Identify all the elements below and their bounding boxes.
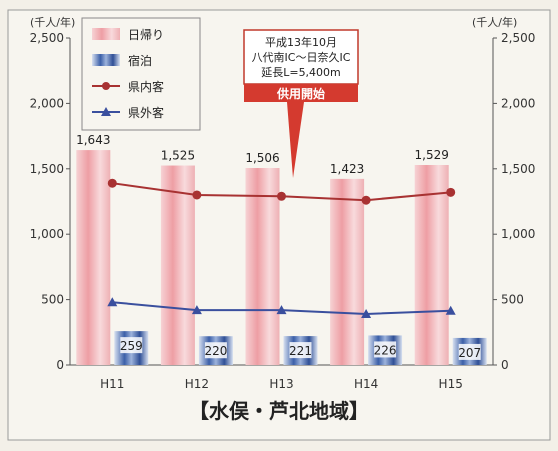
y-tick-label-left: 0 bbox=[56, 358, 64, 372]
y-tick-label-left: 1,500 bbox=[30, 162, 64, 176]
y-tick-label-right: 2,000 bbox=[501, 96, 535, 110]
point-in-prefecture bbox=[361, 195, 371, 205]
point-out-prefecture bbox=[445, 305, 456, 315]
y-tick-label-right: 0 bbox=[501, 358, 509, 372]
bar-day-trip-label: 1,529 bbox=[415, 148, 449, 162]
bars-day-trip: 1,643 1,525 1,506 1,423 1,529 bbox=[76, 133, 449, 365]
legend-label-out-prefecture: 県外客 bbox=[128, 105, 164, 120]
chart-caption: 【水俣・芦北地域】 bbox=[189, 399, 369, 423]
x-tick-label: H12 bbox=[185, 377, 209, 391]
point-out-prefecture bbox=[191, 305, 202, 315]
callout-line-2: 八代南IC～日奈久IC bbox=[252, 50, 351, 64]
bar-day-trip bbox=[160, 165, 195, 365]
point-out-prefecture bbox=[107, 297, 118, 307]
bar-overnight-label: 226 bbox=[374, 343, 397, 357]
bar-day-trip bbox=[414, 165, 449, 365]
y-ticks-right: 0 500 1,000 1,500 2,000 2,500 bbox=[493, 31, 535, 372]
legend-label-overnight: 宿泊 bbox=[128, 53, 152, 68]
legend-marker-in-prefecture bbox=[102, 82, 110, 90]
bar-overnight-label-bg bbox=[120, 337, 143, 354]
y-tick-label-right: 1,500 bbox=[501, 162, 535, 176]
bar-overnight-label-bg bbox=[458, 343, 481, 360]
bar-overnight-label: 207 bbox=[458, 346, 481, 360]
bar-overnight-label-bg bbox=[204, 342, 227, 359]
point-out-prefecture bbox=[276, 305, 287, 315]
callout-banner-label: 供用開始 bbox=[276, 86, 325, 101]
bar-day-trip-label: 1,525 bbox=[161, 149, 195, 163]
x-tick-label: H11 bbox=[100, 377, 124, 391]
point-in-prefecture bbox=[192, 190, 202, 200]
y-tick-label-right: 1,000 bbox=[501, 227, 535, 241]
y-unit-right: (千人/年) bbox=[472, 15, 517, 29]
y-tick-label-right: 2,500 bbox=[501, 31, 535, 45]
bar-overnight-label-bg bbox=[289, 342, 312, 359]
bar-day-trip-label: 1,423 bbox=[330, 162, 364, 176]
bar-day-trip bbox=[245, 168, 280, 365]
point-in-prefecture bbox=[277, 191, 286, 201]
y-tick-label-left: 1,000 bbox=[30, 227, 64, 241]
x-tick-label: H15 bbox=[439, 377, 463, 391]
bar-day-trip bbox=[330, 178, 365, 365]
y-unit-left: (千人/年) bbox=[30, 15, 75, 29]
bar-day-trip-label: 1,506 bbox=[245, 151, 279, 165]
x-tick-label: H14 bbox=[354, 377, 378, 391]
point-out-prefecture bbox=[361, 308, 372, 318]
x-tick-labels: H11 H12 H13 H14 H15 bbox=[100, 377, 463, 391]
y-tick-label-right: 500 bbox=[501, 293, 524, 307]
bar-day-trip bbox=[76, 150, 111, 365]
bar-day-trip-label: 1,643 bbox=[76, 133, 110, 147]
callout-box bbox=[243, 29, 359, 85]
callout-line-3: 延長L=5,400m bbox=[261, 66, 341, 79]
y-tick-label-left: 500 bbox=[41, 293, 64, 307]
x-tick-label: H13 bbox=[269, 377, 293, 391]
callout-banner bbox=[244, 84, 358, 102]
y-tick-label-left: 2,000 bbox=[30, 96, 64, 110]
point-in-prefecture bbox=[446, 187, 456, 197]
callout: 平成13年10月 八代南IC～日奈久IC 延長L=5,400m 供用開始 bbox=[243, 29, 359, 178]
bar-overnight-label: 259 bbox=[120, 339, 143, 353]
legend-swatch-day-trip bbox=[92, 28, 120, 40]
bar-overnight-label: 221 bbox=[289, 344, 312, 358]
bar-overnight-label-bg bbox=[374, 341, 397, 358]
series-lines bbox=[107, 178, 456, 318]
point-in-prefecture bbox=[107, 178, 117, 188]
callout-pointer bbox=[287, 102, 304, 178]
y-tick-label-left: 2,500 bbox=[30, 31, 64, 45]
legend-swatch-overnight bbox=[92, 54, 120, 66]
legend-label-in-prefecture: 県内客 bbox=[128, 79, 164, 94]
callout-line-1: 平成13年10月 bbox=[265, 35, 337, 49]
bar-overnight-label: 220 bbox=[204, 344, 227, 358]
legend-label-day-trip: 日帰り bbox=[128, 28, 164, 42]
legend: 日帰り 宿泊 県内客 県外客 bbox=[81, 17, 201, 131]
bars-overnight: 259 220 221 226 207 bbox=[114, 331, 487, 365]
y-ticks-left: 0 500 1,000 1,500 2,000 2,500 bbox=[30, 31, 70, 372]
legend-marker-out-prefecture bbox=[101, 107, 111, 116]
